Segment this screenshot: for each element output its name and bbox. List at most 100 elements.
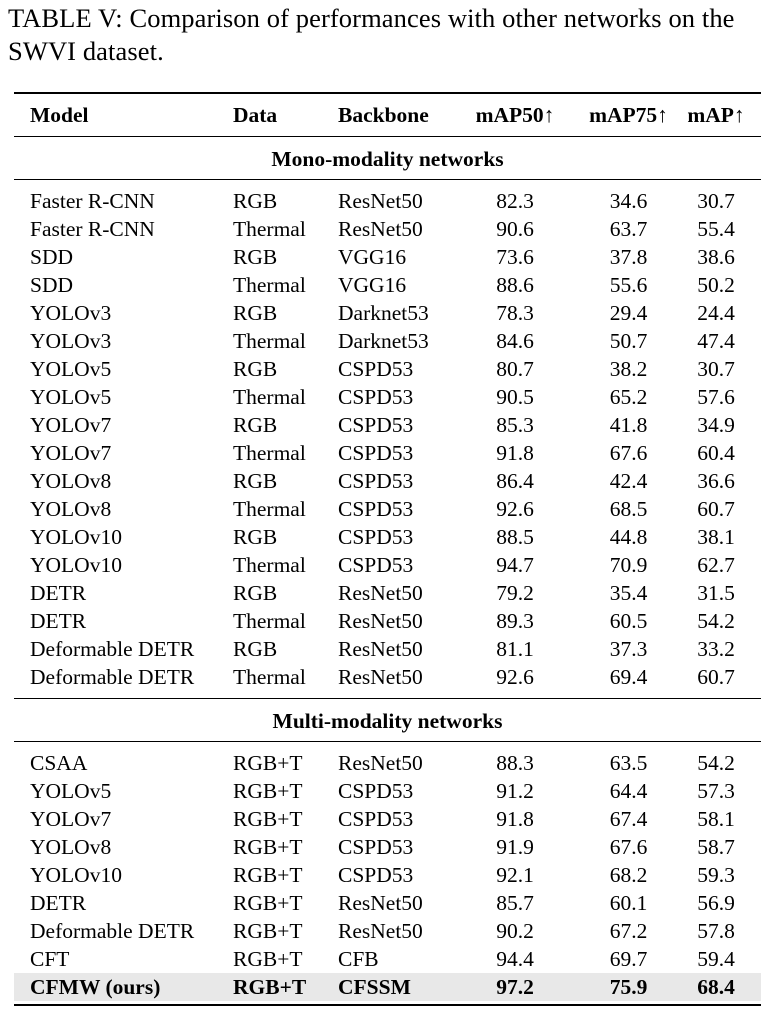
cell-map75: 67.6 (609, 835, 648, 859)
cell-map50: 97.2 (496, 975, 534, 999)
header-data: Data (233, 103, 278, 127)
cell-backbone: ResNet50 (338, 751, 423, 775)
cell-map75: 67.2 (609, 919, 648, 943)
table-row: YOLOv10 RGB CSPD53 88.5 44.8 38.1 (14, 523, 761, 551)
cell-map: 24.4 (697, 301, 735, 325)
cell-map50: 88.3 (496, 751, 534, 775)
table-row: YOLOv5 RGB+T CSPD53 91.2 64.4 57.3 (14, 777, 761, 805)
cell-map: 62.7 (697, 553, 735, 577)
cell-data: RGB+T (233, 891, 303, 915)
cell-backbone: CSPD53 (338, 807, 414, 831)
cell-backbone: CSPD53 (338, 441, 414, 465)
cell-data: Thermal (233, 553, 306, 577)
cell-backbone: CSPD53 (338, 385, 414, 409)
cell-map50: 91.2 (496, 779, 534, 803)
table-row: YOLOv8 RGB+T CSPD53 91.9 67.6 58.7 (14, 833, 761, 861)
cell-map75: 64.4 (609, 779, 648, 803)
cell-map50: 88.5 (496, 525, 534, 549)
cell-model: DETR (30, 609, 87, 633)
cell-backbone: CSPD53 (338, 525, 414, 549)
section-rule (14, 741, 761, 742)
cell-backbone: Darknet53 (338, 301, 429, 325)
cell-map: 57.3 (697, 779, 735, 803)
cell-map75: 55.6 (609, 273, 648, 297)
cell-map75: 34.6 (609, 189, 648, 213)
cell-data: RGB+T (233, 835, 303, 859)
cell-map75: 35.4 (609, 581, 648, 605)
cell-data: RGB (233, 245, 278, 269)
cell-model: YOLOv5 (30, 357, 112, 381)
cell-map50: 80.7 (496, 357, 534, 381)
cell-map: 59.4 (697, 947, 735, 971)
cell-model: DETR (30, 581, 87, 605)
cell-data: RGB (233, 301, 278, 325)
cell-data: Thermal (233, 441, 306, 465)
cell-map50: 73.6 (496, 245, 534, 269)
cell-map75: 44.8 (609, 525, 648, 549)
cell-data: RGB (233, 581, 278, 605)
cell-map75: 65.2 (609, 385, 648, 409)
cell-map75: 68.5 (609, 497, 648, 521)
cell-backbone: CSPD53 (338, 779, 414, 803)
cell-map: 34.9 (697, 413, 735, 437)
cell-map75: 42.4 (609, 469, 648, 493)
cell-map50: 86.4 (496, 469, 534, 493)
table-body: Mono-modality networks Faster R-CNN RGB Res… (14, 137, 761, 1006)
cell-model: CFMW (ours) (30, 975, 161, 999)
cell-map: 30.7 (697, 357, 735, 381)
cell-model: YOLOv10 (30, 863, 122, 887)
cell-model: YOLOv7 (30, 807, 112, 831)
cell-map: 56.9 (697, 891, 735, 915)
cell-data: Thermal (233, 217, 306, 241)
table-row: YOLOv3 Thermal Darknet53 84.6 50.7 47.4 (14, 327, 761, 355)
cell-model: YOLOv8 (30, 469, 112, 493)
cell-map: 38.6 (697, 245, 735, 269)
cell-map50: 94.4 (496, 947, 534, 971)
section-title: Multi-modality networks (272, 709, 503, 733)
section-end-rule (14, 698, 761, 699)
cell-data: Thermal (233, 665, 306, 689)
cell-map: 57.8 (697, 919, 735, 943)
cell-backbone: ResNet50 (338, 919, 423, 943)
cell-model: SDD (30, 245, 74, 269)
cell-data: RGB (233, 525, 278, 549)
cell-map: 54.2 (697, 609, 735, 633)
cell-data: Thermal (233, 385, 306, 409)
cell-map50: 92.6 (496, 665, 534, 689)
cell-map75: 63.5 (609, 751, 648, 775)
cell-model: YOLOv3 (30, 329, 112, 353)
cell-model: CSAA (30, 751, 88, 775)
cell-map75: 29.4 (609, 301, 648, 325)
cell-map75: 60.5 (609, 609, 648, 633)
cell-map50: 91.8 (496, 441, 534, 465)
cell-backbone: CSPD53 (338, 469, 414, 493)
cell-backbone: CSPD53 (338, 357, 414, 381)
cell-model: YOLOv10 (30, 525, 122, 549)
cell-map: 47.4 (697, 329, 735, 353)
table-row: SDD RGB VGG16 73.6 37.8 38.6 (14, 243, 761, 271)
cell-model: YOLOv8 (30, 497, 112, 521)
header-map50: mAP50↑ (475, 103, 555, 127)
cell-map75: 38.2 (609, 357, 648, 381)
cell-map75: 37.3 (609, 637, 648, 661)
cell-data: RGB+T (233, 919, 303, 943)
cell-map: 68.4 (697, 975, 735, 999)
cell-backbone: ResNet50 (338, 637, 423, 661)
table-row: YOLOv5 RGB CSPD53 80.7 38.2 30.7 (14, 355, 761, 383)
table-row: YOLOv7 RGB+T CSPD53 91.8 67.4 58.1 (14, 805, 761, 833)
table-row: DETR RGB+T ResNet50 85.7 60.1 56.9 (14, 889, 761, 917)
cell-map75: 60.1 (609, 891, 648, 915)
cell-map75: 69.4 (609, 665, 648, 689)
cell-model: CFT (30, 947, 70, 971)
cell-map: 58.7 (697, 835, 735, 859)
cell-map: 55.4 (697, 217, 735, 241)
cell-map: 57.6 (697, 385, 735, 409)
table-row: YOLOv10 RGB+T CSPD53 92.1 68.2 59.3 (14, 861, 761, 889)
cell-data: RGB (233, 189, 278, 213)
cell-map75: 70.9 (609, 553, 648, 577)
cell-map50: 89.3 (496, 609, 534, 633)
cell-map75: 68.2 (609, 863, 648, 887)
cell-data: RGB+T (233, 807, 303, 831)
table-row: Faster R-CNN Thermal ResNet50 90.6 63.7 55.4 (14, 215, 761, 243)
cell-data: RGB (233, 413, 278, 437)
